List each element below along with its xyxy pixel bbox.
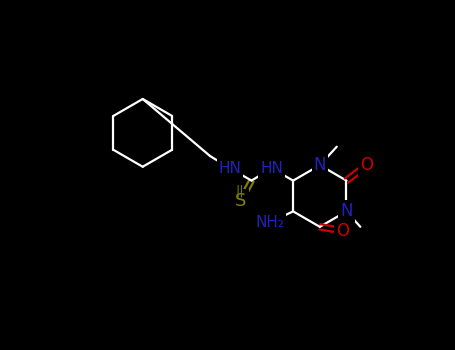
Text: O: O [360, 156, 373, 174]
Text: ||: || [235, 184, 243, 197]
Text: N: N [313, 156, 326, 174]
Text: S: S [235, 191, 247, 210]
Text: HN: HN [260, 161, 283, 176]
Text: N: N [340, 202, 353, 220]
Text: NH₂: NH₂ [256, 215, 284, 230]
Text: O: O [336, 222, 349, 240]
Text: HN: HN [218, 161, 242, 176]
